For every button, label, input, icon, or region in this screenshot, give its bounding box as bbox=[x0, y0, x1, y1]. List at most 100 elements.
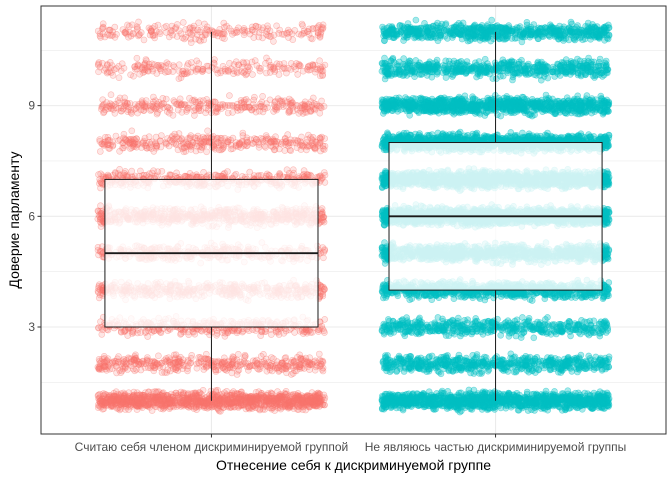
data-point bbox=[134, 24, 141, 32]
data-point bbox=[275, 399, 283, 407]
data-point bbox=[152, 394, 159, 402]
data-point bbox=[300, 328, 308, 336]
data-point bbox=[288, 402, 296, 410]
data-point bbox=[293, 392, 301, 399]
data-point bbox=[214, 394, 222, 401]
data-point bbox=[265, 57, 273, 65]
data-point bbox=[142, 389, 149, 397]
data-point bbox=[115, 393, 122, 401]
data-point bbox=[235, 390, 242, 398]
data-point bbox=[255, 64, 263, 72]
data-point bbox=[187, 403, 195, 411]
data-point bbox=[248, 397, 255, 405]
data-point bbox=[97, 403, 104, 411]
data-point bbox=[229, 400, 236, 407]
data-point bbox=[166, 106, 174, 114]
data-point bbox=[217, 391, 224, 399]
data-point bbox=[195, 398, 203, 405]
data-point bbox=[157, 397, 164, 405]
data-point bbox=[224, 395, 232, 403]
data-point bbox=[249, 396, 257, 403]
data-point bbox=[120, 130, 128, 138]
data-point bbox=[136, 402, 143, 410]
data-point bbox=[140, 66, 147, 74]
data-point bbox=[250, 96, 258, 104]
data-point bbox=[124, 366, 131, 373]
data-point bbox=[180, 402, 187, 410]
data-point bbox=[143, 402, 151, 409]
data-point bbox=[299, 22, 307, 29]
data-point bbox=[286, 401, 294, 409]
data-point bbox=[111, 393, 119, 401]
data-point bbox=[157, 401, 164, 408]
data-point bbox=[118, 60, 126, 68]
data-point bbox=[104, 68, 112, 76]
data-point bbox=[279, 403, 286, 411]
data-point bbox=[216, 399, 223, 407]
data-point bbox=[189, 398, 197, 405]
data-point bbox=[193, 143, 201, 150]
data-point bbox=[95, 285, 102, 292]
data-point bbox=[237, 388, 245, 396]
data-point bbox=[150, 148, 158, 155]
data-point bbox=[298, 397, 306, 404]
data-point bbox=[203, 148, 210, 156]
data-point bbox=[150, 398, 157, 406]
data-point bbox=[315, 389, 322, 397]
data-point bbox=[192, 68, 200, 75]
data-point bbox=[164, 135, 171, 142]
data-point bbox=[100, 392, 107, 400]
data-point bbox=[316, 57, 323, 65]
data-point bbox=[297, 400, 305, 407]
data-point bbox=[170, 351, 178, 359]
data-point bbox=[170, 140, 177, 147]
data-point bbox=[134, 402, 142, 410]
data-point bbox=[304, 136, 311, 143]
data-point bbox=[204, 127, 211, 135]
data-point bbox=[157, 67, 165, 75]
data-point bbox=[156, 137, 164, 145]
data-point bbox=[263, 397, 271, 405]
data-point bbox=[155, 352, 162, 360]
data-point bbox=[169, 396, 176, 404]
data-point bbox=[252, 396, 259, 404]
data-point bbox=[228, 391, 236, 399]
data-point bbox=[278, 101, 286, 108]
data-point bbox=[261, 142, 269, 150]
data-point bbox=[100, 108, 108, 116]
data-point bbox=[281, 135, 289, 143]
data-point bbox=[153, 103, 160, 110]
data-point bbox=[132, 395, 139, 402]
data-point bbox=[136, 31, 143, 38]
data-point bbox=[230, 399, 237, 407]
data-point bbox=[166, 171, 174, 178]
data-point bbox=[226, 92, 233, 99]
data-point bbox=[308, 399, 316, 406]
data-point bbox=[95, 402, 103, 410]
data-point bbox=[246, 393, 254, 401]
data-point bbox=[94, 392, 102, 400]
data-point bbox=[167, 403, 174, 411]
data-point bbox=[115, 99, 123, 106]
data-point bbox=[137, 392, 145, 400]
data-point bbox=[266, 96, 274, 104]
data-point bbox=[100, 401, 107, 409]
data-point bbox=[317, 396, 325, 404]
data-point bbox=[282, 327, 290, 335]
data-point bbox=[200, 399, 207, 407]
data-point bbox=[159, 402, 167, 409]
data-point bbox=[145, 388, 152, 396]
data-point bbox=[268, 404, 275, 412]
data-point bbox=[177, 353, 184, 361]
data-point bbox=[207, 387, 215, 395]
data-point bbox=[199, 133, 207, 141]
data-point bbox=[143, 397, 151, 405]
data-point bbox=[159, 395, 167, 402]
data-point bbox=[255, 29, 263, 36]
data-point bbox=[216, 396, 223, 403]
data-point bbox=[116, 366, 123, 374]
data-point bbox=[208, 64, 216, 71]
data-point bbox=[296, 395, 304, 403]
data-point bbox=[147, 141, 155, 148]
data-point bbox=[272, 103, 279, 110]
